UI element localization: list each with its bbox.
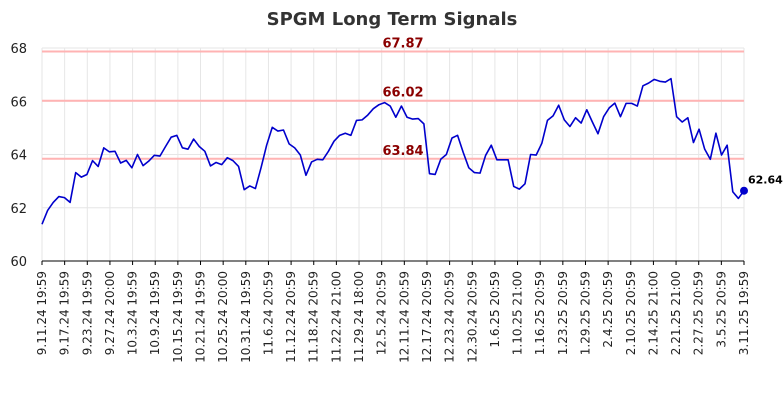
x-tick-label-3: 9.27.24 20:00 bbox=[103, 271, 117, 355]
x-tick-label-22: 1.16.25 20:59 bbox=[533, 271, 547, 355]
x-tick-label-7: 10.21.24 19:59 bbox=[194, 271, 208, 363]
series-line bbox=[41, 77, 745, 225]
x-tick-label-9: 10.31.24 19:59 bbox=[239, 271, 253, 363]
x-tick-label-12: 11.18.24 20:59 bbox=[307, 271, 321, 363]
x-tick-label-0: 9.11.24 19:59 bbox=[35, 271, 49, 355]
x-tick-label-21: 1.10.25 21:00 bbox=[511, 271, 525, 355]
x-tick-label-26: 2.10.25 20:59 bbox=[624, 271, 638, 355]
x-tick-label-24: 1.29.25 20:59 bbox=[578, 271, 592, 355]
signal-label-1: 66.02 bbox=[382, 86, 423, 101]
signal-label-0: 67.87 bbox=[382, 36, 423, 51]
y-tick-label-4: 68 bbox=[10, 42, 27, 57]
last-value-label: 62.64 bbox=[748, 174, 783, 187]
last-point bbox=[740, 186, 748, 195]
x-tick-label-13: 11.22.24 21:00 bbox=[329, 271, 343, 363]
y-axis-ticks: 60 62 64 66 68 bbox=[10, 42, 27, 270]
x-tick-label-4: 10.3.24 19:59 bbox=[126, 271, 140, 355]
x-tick-label-17: 12.17.24 20:59 bbox=[420, 271, 434, 363]
x-tick-label-15: 12.5.24 20:59 bbox=[375, 271, 389, 355]
x-tick-label-14: 11.29.24 18:00 bbox=[352, 271, 366, 363]
signal-lines: 67.87 66.02 63.84 bbox=[42, 36, 744, 160]
y-tick-label-2: 64 bbox=[10, 149, 27, 164]
x-axis-ticks: 9.11.24 19:59 9.17.24 19:59 9.23.24 19:59 9… bbox=[35, 261, 751, 363]
x-tick-label-23: 1.23.25 20:59 bbox=[556, 271, 570, 355]
x-tick-label-30: 3.5.25 20:59 bbox=[714, 271, 728, 348]
y-tick-label-1: 62 bbox=[10, 202, 27, 217]
x-tick-label-11: 11.12.24 20:59 bbox=[284, 271, 298, 363]
y-tick-label-3: 66 bbox=[10, 95, 27, 110]
x-tick-label-31: 3.11.25 19:59 bbox=[737, 271, 751, 355]
x-tick-label-29: 2.27.25 20:59 bbox=[692, 271, 706, 355]
x-tick-label-1: 9.17.24 19:59 bbox=[58, 271, 72, 355]
x-tick-label-16: 12.11.24 20:59 bbox=[397, 271, 411, 363]
x-tick-label-20: 1.6.25 20:59 bbox=[488, 271, 502, 348]
x-tick-label-5: 10.9.24 19:59 bbox=[148, 271, 162, 355]
x-tick-label-28: 2.21.25 21:00 bbox=[669, 271, 683, 355]
x-tick-label-18: 12.23.24 20:59 bbox=[443, 271, 457, 363]
x-tick-label-2: 9.23.24 19:59 bbox=[80, 271, 94, 355]
x-tick-label-25: 2.4.25 20:59 bbox=[601, 271, 615, 348]
x-tick-label-19: 12.30.24 20:59 bbox=[465, 271, 479, 363]
x-tick-label-6: 10.15.24 19:59 bbox=[171, 271, 185, 363]
x-tick-label-10: 11.6.24 20:59 bbox=[261, 271, 275, 355]
chart-title: SPGM Long Term Signals bbox=[267, 9, 518, 30]
series-layer: 62.64 bbox=[41, 77, 783, 225]
x-tick-label-27: 2.14.25 21:00 bbox=[646, 271, 660, 355]
grid bbox=[41, 47, 745, 262]
x-tick-label-8: 10.25.24 20:00 bbox=[216, 271, 230, 363]
y-tick-label-0: 60 bbox=[10, 255, 27, 270]
signal-label-2: 63.84 bbox=[382, 144, 423, 159]
